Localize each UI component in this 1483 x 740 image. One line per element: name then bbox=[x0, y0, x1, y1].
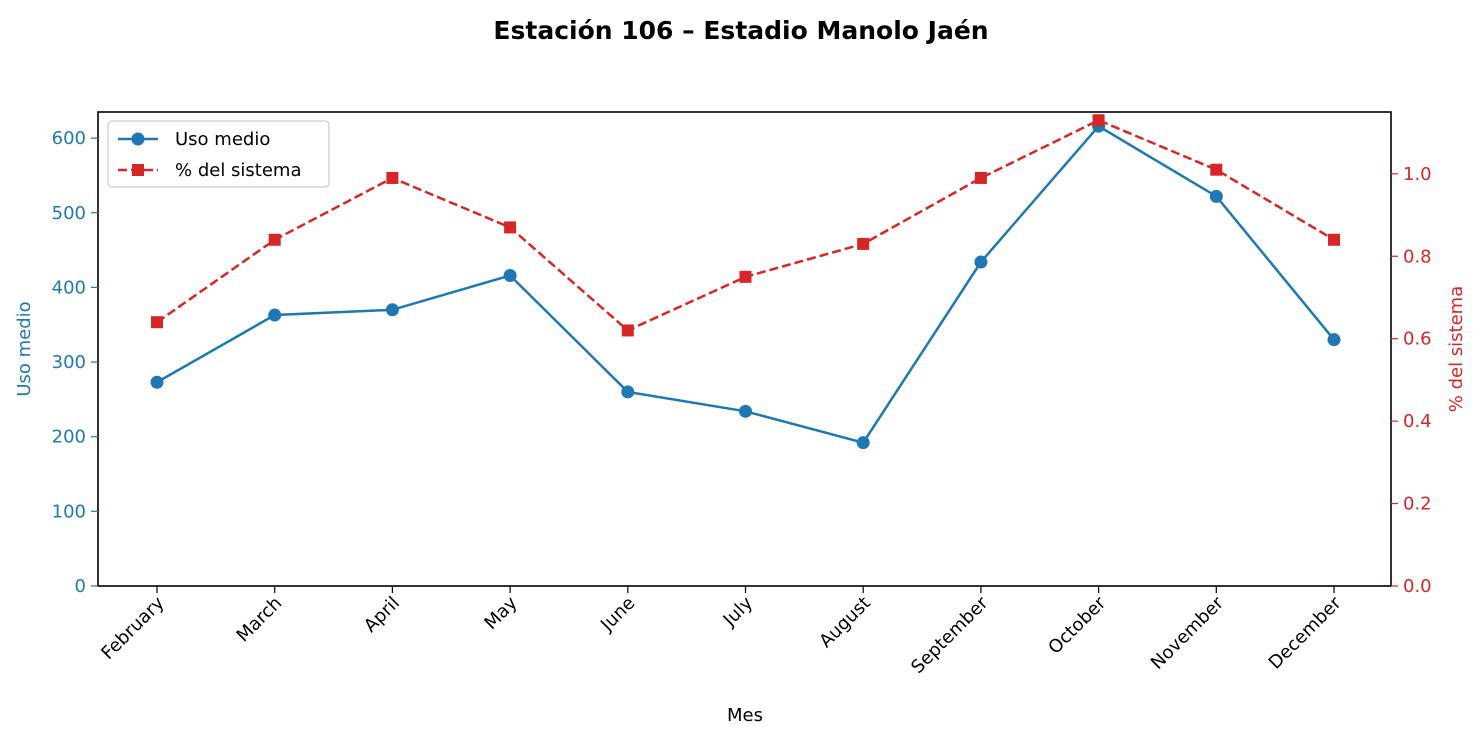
y-left-tick-label-300: 300 bbox=[52, 352, 86, 373]
x-tick-label-august: August bbox=[815, 593, 874, 652]
y-left-tick-label-100: 100 bbox=[52, 501, 86, 522]
point-uso-medio-july bbox=[739, 404, 752, 418]
legend-marker-square-icon bbox=[132, 164, 144, 176]
y-left-tick-label-400: 400 bbox=[52, 277, 86, 298]
point-uso-medio-march bbox=[268, 308, 282, 322]
point-uso-medio-april bbox=[385, 303, 399, 317]
chart-title: Estación 106 – Estadio Manolo Jaén bbox=[493, 16, 988, 45]
x-tick-label-april: April bbox=[360, 593, 404, 637]
y-left-tick-label-200: 200 bbox=[52, 427, 86, 448]
x-tick-label-march: March bbox=[233, 593, 287, 647]
y-right-tick-label-0.8: 0.8 bbox=[1403, 246, 1432, 267]
point-pct-sistema-november bbox=[1210, 163, 1223, 176]
point-uso-medio-august bbox=[856, 436, 870, 450]
legend-box bbox=[107, 120, 330, 188]
point-pct-sistema-december bbox=[1328, 233, 1340, 246]
y-right-tick-label-0.6: 0.6 bbox=[1403, 329, 1432, 350]
x-tick-label-july: July bbox=[719, 592, 758, 631]
y-right-tick-label-0.2: 0.2 bbox=[1403, 494, 1432, 515]
x-tick-label-october: October bbox=[1044, 592, 1110, 658]
y-left-tick-label-600: 600 bbox=[52, 128, 86, 149]
point-pct-sistema-april bbox=[386, 171, 399, 184]
point-uso-medio-september bbox=[974, 255, 988, 269]
point-pct-sistema-february bbox=[151, 316, 163, 329]
point-pct-sistema-september bbox=[974, 171, 987, 184]
x-tick-label-november: November bbox=[1147, 592, 1228, 673]
point-pct-sistema-july bbox=[739, 270, 752, 283]
x-tick-label-february: February bbox=[97, 592, 168, 663]
y-right-tick-label-0.4: 0.4 bbox=[1403, 411, 1432, 432]
series-line-uso-medio bbox=[156, 124, 1335, 445]
plot-frame bbox=[97, 111, 1392, 587]
point-uso-medio-june bbox=[621, 385, 635, 399]
y-left-tick-label-500: 500 bbox=[52, 203, 86, 224]
point-uso-medio-november bbox=[1209, 189, 1223, 203]
legend-label-0: Uso medio bbox=[175, 129, 270, 150]
point-pct-sistema-march bbox=[268, 233, 281, 246]
point-pct-sistema-june bbox=[621, 324, 634, 337]
point-uso-medio-may bbox=[503, 268, 517, 282]
legend: Uso medio % del sistema bbox=[107, 120, 330, 188]
y-right-tick-label-1.0: 1.0 bbox=[1403, 164, 1432, 185]
x-axis-label: Mes bbox=[727, 705, 763, 726]
point-uso-medio-december bbox=[1327, 333, 1341, 347]
y-left-tick-label-0: 0 bbox=[75, 576, 86, 597]
plot-area: February March April May June July August Septe… bbox=[52, 111, 1432, 678]
point-uso-medio-february bbox=[150, 375, 164, 389]
legend-label-1: % del sistema bbox=[175, 160, 302, 181]
point-pct-sistema-august bbox=[857, 237, 870, 250]
y-right-tick-label-0.0: 0.0 bbox=[1403, 576, 1432, 597]
point-pct-sistema-october bbox=[1092, 114, 1105, 127]
legend-marker-circle-icon bbox=[131, 132, 145, 146]
x-tick-label-september: September bbox=[907, 592, 993, 678]
series-line-pct-sistema bbox=[156, 118, 1335, 332]
y-axis-left-label: Uso medio bbox=[14, 301, 35, 396]
x-tick-label-may: May bbox=[480, 592, 521, 633]
x-tick-label-june: June bbox=[596, 593, 639, 636]
x-tick-label-december: December bbox=[1265, 592, 1346, 673]
y-axis-right-label: % del sistema bbox=[1446, 286, 1467, 413]
point-pct-sistema-may bbox=[504, 221, 517, 234]
